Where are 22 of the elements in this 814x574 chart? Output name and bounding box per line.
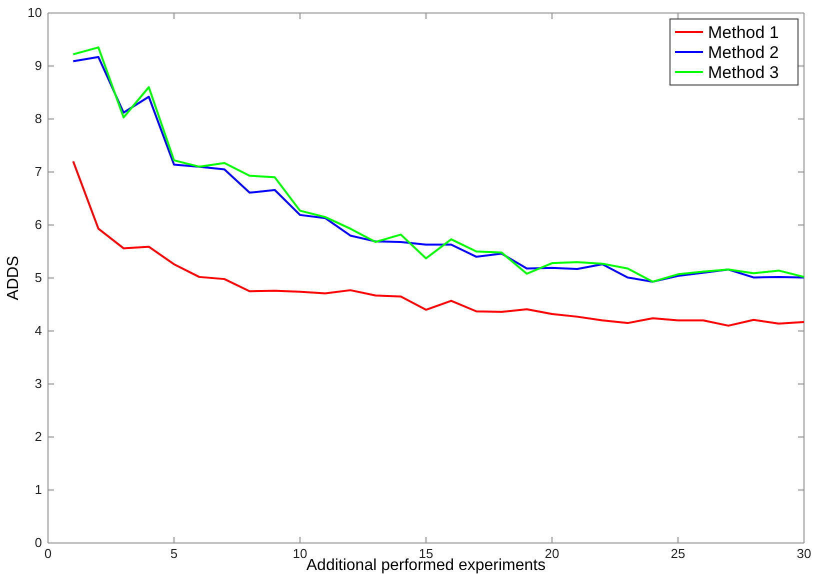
y-tick-label: 4 <box>34 323 42 338</box>
y-tick-label: 0 <box>34 535 42 550</box>
y-tick-label: 8 <box>34 111 42 126</box>
y-tick-label: 5 <box>34 270 42 286</box>
y-tick-label: 9 <box>34 58 42 74</box>
legend-label: Method 3 <box>708 63 779 82</box>
y-tick-label: 10 <box>28 5 42 20</box>
x-tick-label: 0 <box>44 546 52 562</box>
y-tick-label: 2 <box>34 429 42 444</box>
legend-label: Method 2 <box>708 43 779 62</box>
y-tick-label: 1 <box>34 482 42 498</box>
legend-label: Method 1 <box>708 23 779 42</box>
y-tick-label: 3 <box>34 376 42 392</box>
x-tick-label: 20 <box>544 546 560 562</box>
x-tick-label: 30 <box>796 546 812 562</box>
y-axis-title: ADDS <box>5 256 22 300</box>
y-tick-label: 6 <box>34 217 42 232</box>
x-tick-label: 10 <box>292 546 308 562</box>
line-series <box>72 160 805 327</box>
x-tick-label: 5 <box>170 546 178 562</box>
x-tick-label: 25 <box>670 546 686 562</box>
y-tick-label: 7 <box>34 164 42 180</box>
